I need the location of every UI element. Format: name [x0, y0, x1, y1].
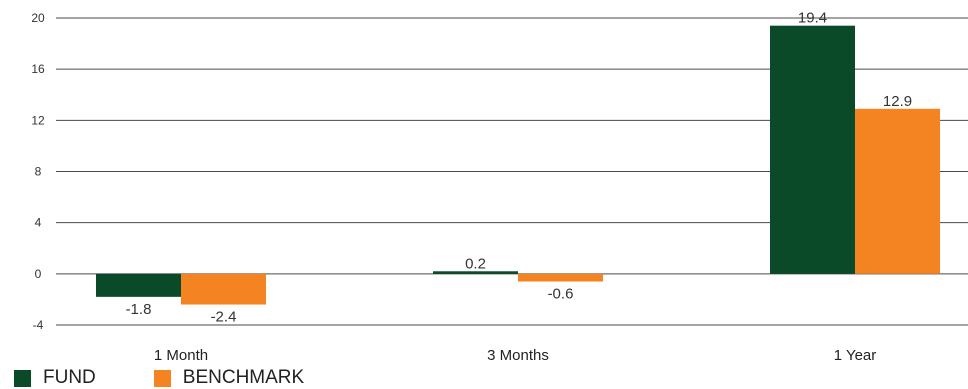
- data-label-benchmark: -2.4: [211, 309, 237, 326]
- bar-fund: [96, 273, 181, 297]
- y-tick-label: 12: [31, 113, 45, 127]
- bar-benchmark: [181, 273, 266, 305]
- y-tick-label: 16: [31, 62, 45, 76]
- data-label-fund: 0.2: [465, 255, 486, 272]
- category-label: 3 Months: [487, 347, 549, 364]
- bar-fund: [770, 25, 855, 274]
- y-tick-label: 4: [35, 216, 42, 230]
- legend-label-benchmark: BENCHMARK: [182, 367, 305, 388]
- bar-benchmark: [518, 273, 603, 282]
- data-label-benchmark: -0.6: [548, 286, 574, 303]
- y-tick-label: 0: [35, 267, 42, 281]
- legend: FUND BENCHMARK: [14, 367, 304, 389]
- category-label: 1 Year: [834, 347, 877, 364]
- data-labels: -1.8 -2.4 0.2 -0.6 19.4 12.9: [126, 10, 913, 326]
- bar-fund: [433, 271, 518, 274]
- y-axis: 20 16 12 8 4 0 -4: [31, 11, 45, 332]
- bars: [96, 25, 940, 305]
- data-label-fund: 19.4: [798, 10, 827, 27]
- y-tick-label: 8: [35, 165, 42, 179]
- legend-label-fund: FUND: [43, 367, 96, 388]
- data-label-fund: -1.8: [126, 301, 152, 318]
- legend-swatch-fund: [14, 369, 31, 387]
- bar-benchmark: [855, 108, 940, 274]
- category-label: 1 Month: [154, 347, 208, 364]
- x-axis: 1 Month 3 Months 1 Year: [154, 347, 876, 364]
- legend-item-fund: FUND: [14, 367, 96, 389]
- data-label-benchmark: 12.9: [883, 93, 912, 110]
- legend-swatch-benchmark: [153, 369, 171, 387]
- legend-item-benchmark: BENCHMARK: [153, 367, 305, 389]
- y-tick-label: -4: [33, 318, 44, 332]
- y-tick-label: 20: [31, 11, 45, 25]
